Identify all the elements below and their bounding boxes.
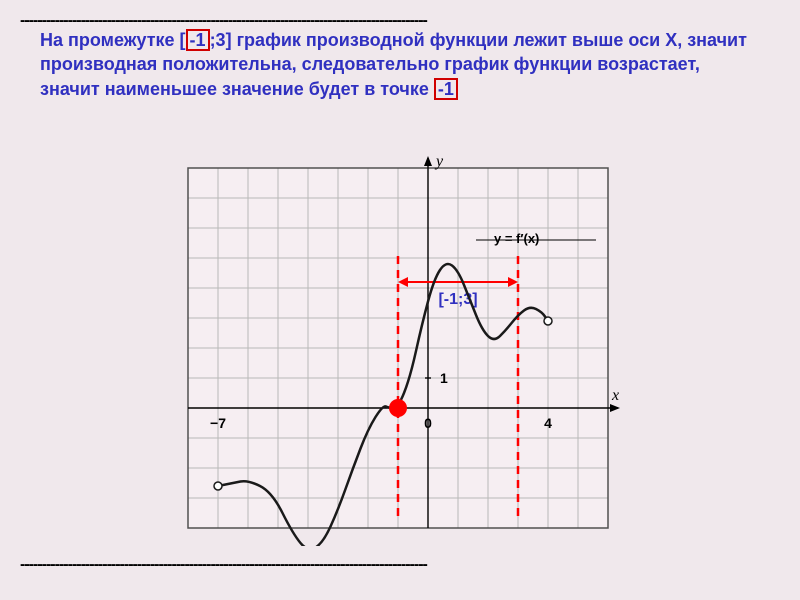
svg-text:x: x <box>611 387 619 404</box>
svg-text:y = f′(x): y = f′(x) <box>494 231 539 246</box>
highlight-minus1: -1 <box>186 29 210 51</box>
highlight-minus1-b: -1 <box>434 78 458 100</box>
text-part-1: На промежутке [ <box>40 30 186 50</box>
svg-text:y: y <box>434 153 444 170</box>
explanation-text: На промежутке [-1;3] график производной … <box>40 28 760 101</box>
separator-bottom: ----------------------------------------… <box>0 556 780 574</box>
svg-text:1: 1 <box>440 370 448 386</box>
svg-text:−7: −7 <box>210 415 226 431</box>
svg-text:4: 4 <box>544 415 552 431</box>
svg-text:0: 0 <box>424 415 432 431</box>
derivative-chart: yxy = f′(x)−7041[-1;3] <box>170 150 626 551</box>
chart-svg: yxy = f′(x)−7041[-1;3] <box>170 150 626 546</box>
